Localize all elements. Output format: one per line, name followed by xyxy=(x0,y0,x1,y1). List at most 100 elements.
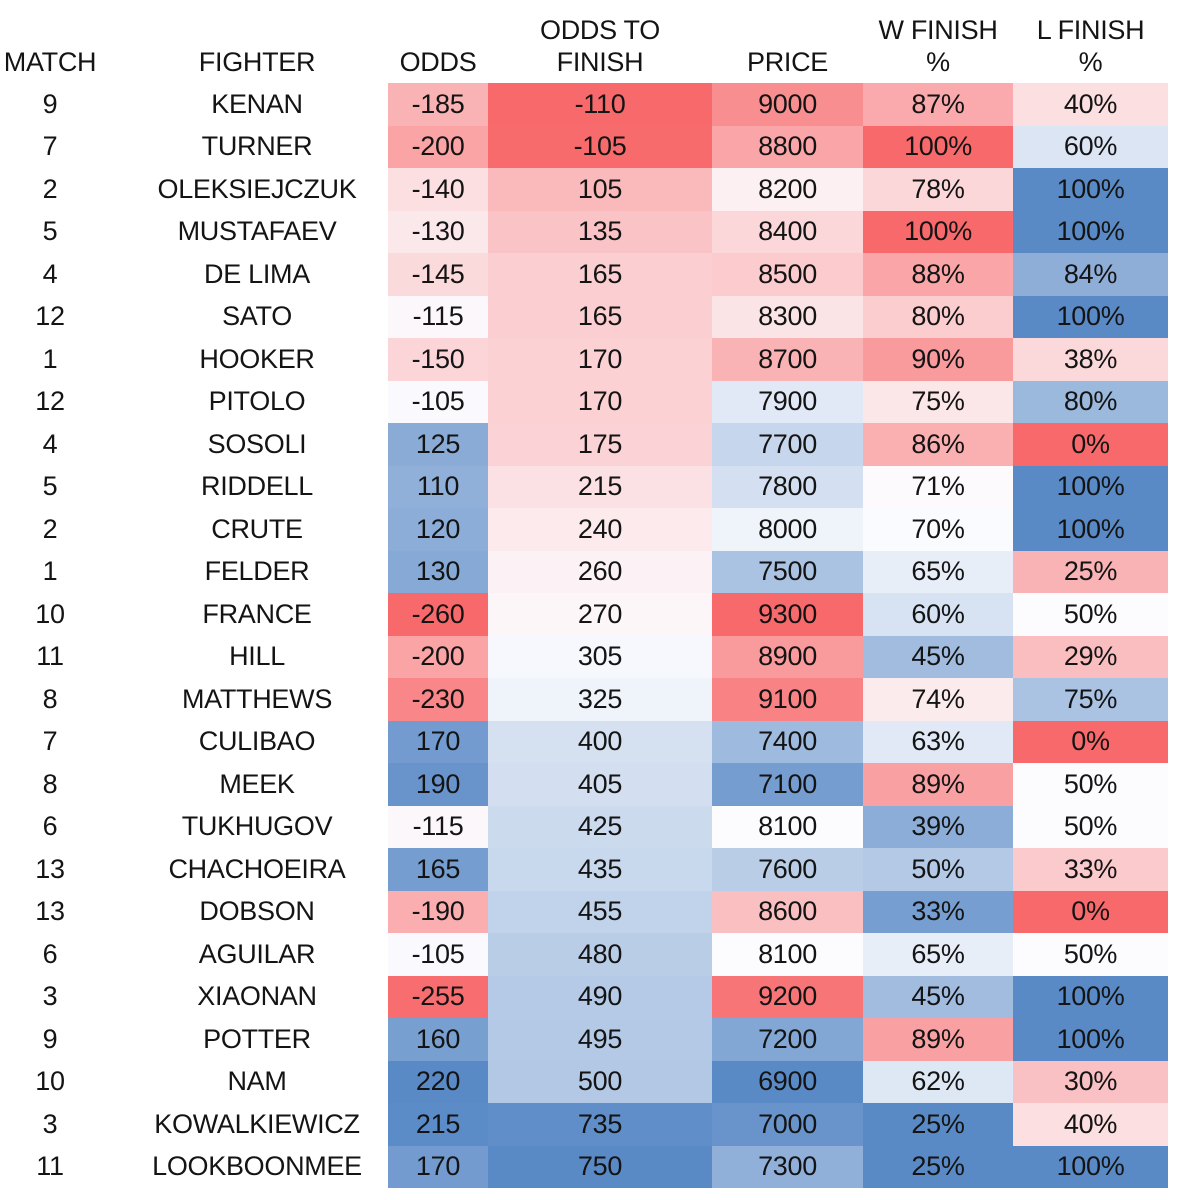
cell-odds_to_finish: 455 xyxy=(488,890,712,933)
cell-fighter: KOWALKIEWICZ xyxy=(154,1108,360,1139)
cell-odds: 190 xyxy=(388,763,488,806)
cell-w_finish: 60% xyxy=(863,593,1013,636)
column-header-text: W FINISH xyxy=(878,15,998,45)
cell-odds_to_finish: 240 xyxy=(488,508,712,551)
cell-price: 9300 xyxy=(712,593,863,636)
cell-w_finish: 25% xyxy=(863,1145,1013,1188)
column-header-text: FIGHTER xyxy=(198,47,316,77)
column-header-text: L FINISH xyxy=(1036,15,1145,45)
table-row: 6 TUKHUGOV -115 425 8100 39% 50% xyxy=(0,805,1168,848)
cell-fighter: SATO xyxy=(222,301,292,332)
cell-odds: -150 xyxy=(388,338,488,381)
cell-l_finish: 40% xyxy=(1013,83,1168,126)
cell-w_finish: 39% xyxy=(863,805,1013,848)
column-header-odds_to_finish: ODDS TO FINISH xyxy=(488,14,712,83)
cell-odds_to_finish: 165 xyxy=(488,253,712,296)
cell-l_finish: 30% xyxy=(1013,1060,1168,1103)
cell-match: 5 xyxy=(42,471,58,502)
cell-match: 4 xyxy=(42,428,58,459)
table-row: 5 RIDDELL 110 215 7800 71% 100% xyxy=(0,465,1168,508)
cell-l_finish: 38% xyxy=(1013,338,1168,381)
cell-match: 9 xyxy=(42,88,58,119)
cell-price: 8400 xyxy=(712,210,863,253)
cell-price: 8200 xyxy=(712,168,863,211)
cell-odds: 130 xyxy=(388,550,488,593)
cell-odds_to_finish: 750 xyxy=(488,1145,712,1188)
column-header-text: % xyxy=(926,47,950,77)
cell-match: 7 xyxy=(42,131,58,162)
cell-match: 4 xyxy=(42,258,58,289)
cell-price: 9000 xyxy=(712,83,863,126)
cell-match: 2 xyxy=(42,173,58,204)
table-row: 4 DE LIMA -145 165 8500 88% 84% xyxy=(0,253,1168,296)
table-row: 13 DOBSON -190 455 8600 33% 0% xyxy=(0,890,1168,933)
cell-w_finish: 86% xyxy=(863,423,1013,466)
cell-fighter: TURNER xyxy=(201,131,313,162)
cell-fighter: MUSTAFAEV xyxy=(177,216,337,247)
table-row: 13 CHACHOEIRA 165 435 7600 50% 33% xyxy=(0,848,1168,891)
cell-price: 8100 xyxy=(712,805,863,848)
cell-odds: -140 xyxy=(388,168,488,211)
cell-fighter: CULIBAO xyxy=(198,726,316,757)
cell-w_finish: 75% xyxy=(863,380,1013,423)
cell-odds_to_finish: 215 xyxy=(488,465,712,508)
cell-fighter: DE LIMA xyxy=(204,258,310,289)
cell-fighter: MATTHEWS xyxy=(181,683,333,714)
cell-match: 8 xyxy=(42,768,58,799)
cell-l_finish: 100% xyxy=(1013,975,1168,1018)
cell-l_finish: 29% xyxy=(1013,635,1168,678)
cell-price: 7000 xyxy=(712,1103,863,1146)
cell-odds: -115 xyxy=(388,295,488,338)
cell-w_finish: 74% xyxy=(863,678,1013,721)
table-row: 6 AGUILAR -105 480 8100 65% 50% xyxy=(0,933,1168,976)
cell-fighter: HILL xyxy=(229,641,285,672)
cell-odds_to_finish: 270 xyxy=(488,593,712,636)
column-header-text: ODDS TO xyxy=(540,15,660,45)
cell-odds_to_finish: 170 xyxy=(488,380,712,423)
cell-odds_to_finish: 260 xyxy=(488,550,712,593)
cell-price: 8700 xyxy=(712,338,863,381)
cell-odds: 160 xyxy=(388,1018,488,1061)
cell-odds_to_finish: 500 xyxy=(488,1060,712,1103)
cell-odds: -145 xyxy=(388,253,488,296)
cell-fighter: FELDER xyxy=(204,556,310,587)
cell-l_finish: 84% xyxy=(1013,253,1168,296)
cell-price: 8800 xyxy=(712,125,863,168)
cell-match: 5 xyxy=(42,216,58,247)
cell-fighter: TUKHUGOV xyxy=(181,811,333,842)
cell-price: 8600 xyxy=(712,890,863,933)
cell-price: 8000 xyxy=(712,508,863,551)
table-row: 8 MEEK 190 405 7100 89% 50% xyxy=(0,763,1168,806)
cell-match: 13 xyxy=(35,853,65,884)
cell-price: 7600 xyxy=(712,848,863,891)
cell-odds_to_finish: -110 xyxy=(488,83,712,126)
cell-odds: 170 xyxy=(388,1145,488,1188)
cell-l_finish: 40% xyxy=(1013,1103,1168,1146)
column-header-match: MATCH xyxy=(0,46,100,83)
cell-w_finish: 80% xyxy=(863,295,1013,338)
cell-odds_to_finish: 435 xyxy=(488,848,712,891)
cell-l_finish: 75% xyxy=(1013,678,1168,721)
cell-w_finish: 78% xyxy=(863,168,1013,211)
column-header-price: PRICE xyxy=(712,46,863,83)
cell-odds_to_finish: 480 xyxy=(488,933,712,976)
cell-odds_to_finish: 305 xyxy=(488,635,712,678)
cell-match: 2 xyxy=(42,513,58,544)
cell-match: 10 xyxy=(35,598,65,629)
cell-fighter: CRUTE xyxy=(211,513,303,544)
cell-price: 7400 xyxy=(712,720,863,763)
cell-w_finish: 45% xyxy=(863,635,1013,678)
cell-w_finish: 50% xyxy=(863,848,1013,891)
cell-match: 12 xyxy=(35,301,65,332)
cell-w_finish: 70% xyxy=(863,508,1013,551)
table-row: 1 HOOKER -150 170 8700 90% 38% xyxy=(0,338,1168,381)
cell-l_finish: 60% xyxy=(1013,125,1168,168)
cell-w_finish: 100% xyxy=(863,210,1013,253)
cell-fighter: HOOKER xyxy=(199,343,315,374)
cell-odds_to_finish: 165 xyxy=(488,295,712,338)
table-row: 10 FRANCE -260 270 9300 60% 50% xyxy=(0,593,1168,636)
cell-l_finish: 100% xyxy=(1013,1018,1168,1061)
cell-match: 6 xyxy=(42,811,58,842)
cell-odds: -200 xyxy=(388,125,488,168)
cell-odds_to_finish: 425 xyxy=(488,805,712,848)
